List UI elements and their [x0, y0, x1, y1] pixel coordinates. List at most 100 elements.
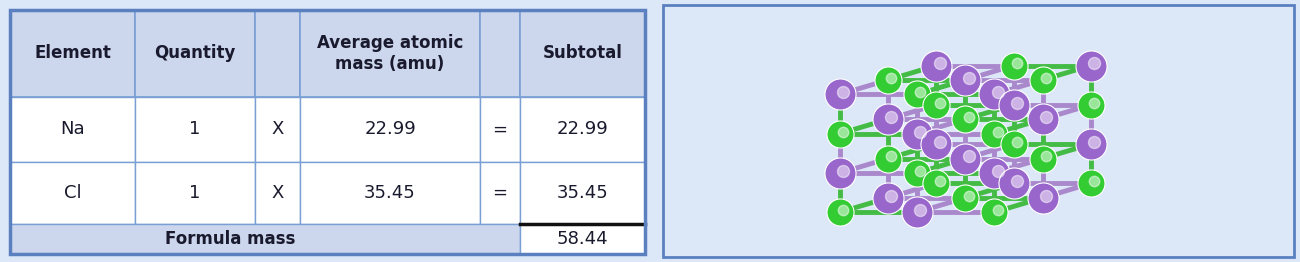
Text: Quantity: Quantity — [155, 45, 235, 63]
Bar — [135, 10, 255, 97]
Point — [1035, 76, 1056, 80]
Point — [987, 208, 1008, 212]
Point — [906, 171, 927, 175]
Bar — [300, 10, 480, 97]
Text: 35.45: 35.45 — [556, 184, 608, 202]
Point — [1032, 196, 1053, 200]
Point — [1080, 103, 1101, 107]
Text: Average atomic
mass (amu): Average atomic mass (amu) — [317, 34, 463, 73]
Point — [984, 210, 1005, 214]
Point — [926, 142, 946, 146]
Point — [958, 115, 979, 119]
Text: X: X — [272, 184, 283, 202]
Bar — [135, 162, 255, 224]
Point — [956, 78, 976, 82]
Point — [958, 76, 979, 80]
Point — [1006, 179, 1027, 183]
Point — [833, 90, 854, 94]
Point — [984, 132, 1005, 136]
Point — [1084, 61, 1105, 66]
Point — [1084, 140, 1105, 144]
Point — [926, 181, 946, 185]
Bar — [300, 162, 480, 224]
Bar — [255, 10, 300, 97]
Point — [1084, 179, 1105, 183]
Point — [906, 210, 927, 214]
Point — [956, 156, 976, 161]
Point — [1006, 101, 1027, 105]
Text: Subtotal: Subtotal — [542, 45, 623, 63]
Text: X: X — [272, 121, 283, 139]
Point — [829, 132, 850, 136]
Point — [833, 208, 854, 212]
Point — [910, 169, 931, 173]
Text: Cl: Cl — [64, 184, 82, 202]
Text: 22.99: 22.99 — [364, 121, 416, 139]
Bar — [255, 97, 300, 162]
Point — [1080, 142, 1101, 146]
Point — [881, 115, 902, 119]
Text: =: = — [493, 121, 507, 139]
Point — [1032, 156, 1053, 161]
Point — [910, 90, 931, 94]
Point — [881, 154, 902, 159]
Point — [833, 169, 854, 173]
Point — [926, 103, 946, 107]
Point — [984, 171, 1005, 175]
Point — [910, 129, 931, 134]
Point — [833, 129, 854, 134]
Bar — [520, 224, 645, 254]
Bar — [520, 97, 645, 162]
Point — [829, 92, 850, 96]
Point — [926, 63, 946, 68]
Point — [987, 169, 1008, 173]
Text: =: = — [493, 184, 507, 202]
Point — [930, 179, 950, 183]
Point — [1032, 78, 1053, 82]
Point — [1032, 117, 1053, 121]
Point — [1004, 63, 1024, 68]
Point — [956, 117, 976, 121]
Text: 22.99: 22.99 — [556, 121, 608, 139]
Point — [906, 132, 927, 136]
Text: Formula mass: Formula mass — [165, 230, 295, 248]
Text: 1: 1 — [190, 121, 200, 139]
Point — [878, 156, 898, 161]
Point — [1004, 103, 1024, 107]
Point — [829, 210, 850, 214]
Text: Na: Na — [60, 121, 84, 139]
Bar — [480, 10, 520, 97]
Bar — [10, 162, 135, 224]
Text: 1: 1 — [190, 184, 200, 202]
Point — [1080, 63, 1101, 68]
Point — [878, 78, 898, 82]
Bar — [10, 10, 645, 254]
Point — [878, 117, 898, 121]
Bar — [300, 97, 480, 162]
Point — [987, 129, 1008, 134]
Point — [1035, 154, 1056, 159]
Point — [910, 208, 931, 212]
Point — [958, 154, 979, 159]
Point — [1080, 181, 1101, 185]
Point — [930, 140, 950, 144]
Text: Element: Element — [34, 45, 111, 63]
Text: 58.44: 58.44 — [556, 230, 608, 248]
Bar — [520, 10, 645, 97]
Bar — [10, 10, 135, 97]
Point — [1006, 61, 1027, 66]
Text: 35.45: 35.45 — [364, 184, 416, 202]
Point — [956, 196, 976, 200]
Bar — [480, 162, 520, 224]
Point — [1004, 142, 1024, 146]
Point — [958, 194, 979, 198]
Bar — [10, 224, 520, 254]
Point — [1084, 101, 1105, 105]
Bar — [520, 162, 645, 224]
Point — [987, 90, 1008, 94]
Point — [881, 76, 902, 80]
Point — [881, 194, 902, 198]
Point — [1004, 181, 1024, 185]
Bar — [135, 97, 255, 162]
Point — [1006, 140, 1027, 144]
